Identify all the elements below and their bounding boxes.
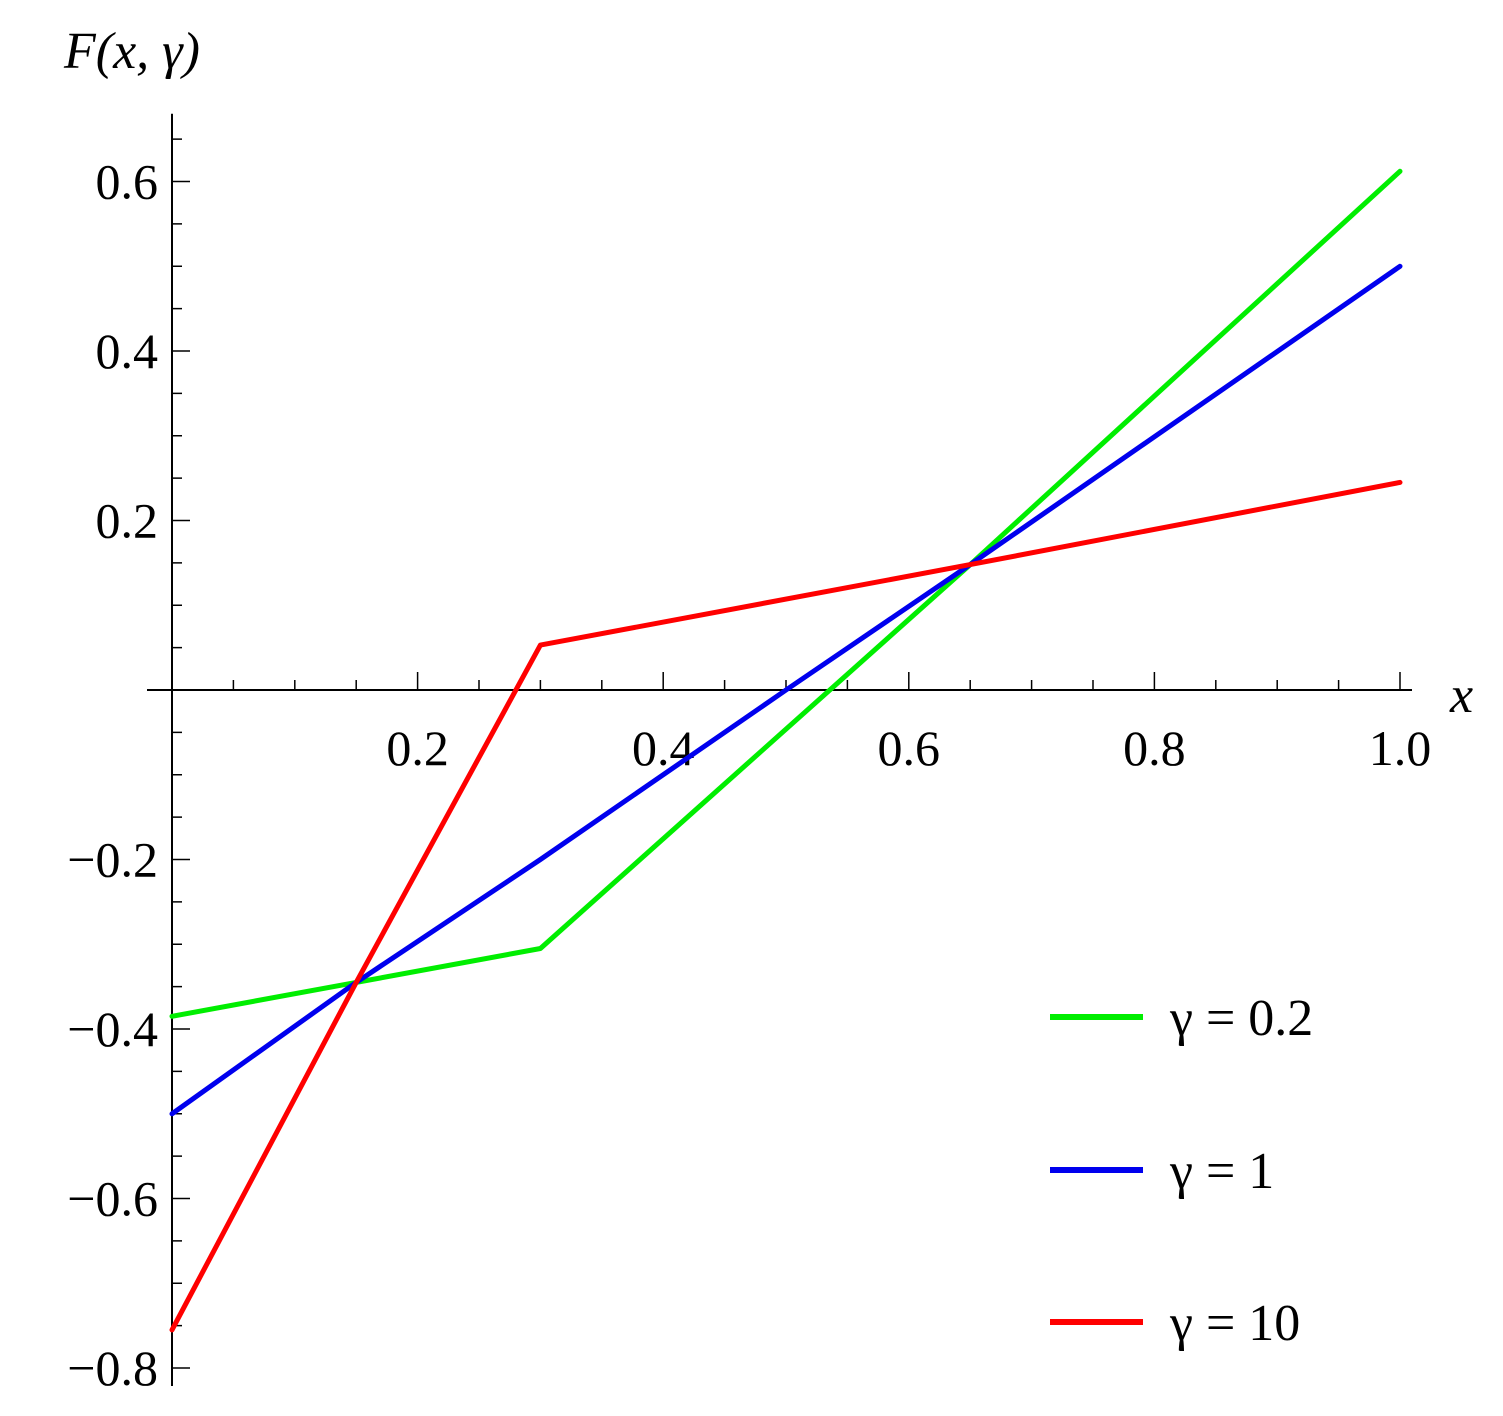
legend-item: γ = 1 — [1050, 1143, 1274, 1200]
legend-label: γ = 1 — [1169, 1143, 1274, 1200]
series-line-1 — [169, 168, 1403, 1019]
legend: γ = 0.2 γ = 1 γ = 10 — [1050, 990, 1313, 1352]
y-tick-label: 0.4 — [96, 323, 159, 379]
y-tick-label: 0.6 — [96, 154, 159, 210]
series-line-2 — [169, 263, 1403, 1117]
x-tick-label: 0.2 — [386, 720, 449, 776]
legend-item: γ = 10 — [1050, 1295, 1300, 1352]
x-tick-label: 0.8 — [1123, 720, 1186, 776]
x-tick-label: 0.4 — [632, 720, 695, 776]
x-tick-label: 1.0 — [1369, 720, 1432, 776]
axes: 0.2 0.4 0.6 0.8 1.0 0.6 0.4 0.2 −0.2 −0.4 −0.6 −0.… — [67, 113, 1431, 1397]
legend-label: γ = 10 — [1169, 1295, 1300, 1352]
series-lines — [169, 168, 1403, 1333]
y-tick-labels: 0.6 0.4 0.2 −0.2 −0.4 −0.6 −0.8 — [67, 154, 158, 1397]
x-axis-title: x — [1449, 667, 1473, 724]
y-tick-label: 0.2 — [96, 493, 159, 549]
legend-item: γ = 0.2 — [1050, 990, 1313, 1047]
y-tick-label: −0.2 — [67, 832, 158, 888]
legend-label: γ = 0.2 — [1169, 990, 1313, 1047]
y-axis-title: F(x, γ) — [63, 23, 200, 80]
y-tick-label: −0.4 — [67, 1001, 158, 1057]
x-tick-label: 0.6 — [878, 720, 941, 776]
x-tick-labels: 0.2 0.4 0.6 0.8 1.0 — [386, 720, 1431, 776]
y-tick-label: −0.6 — [67, 1171, 158, 1227]
y-tick-label: −0.8 — [67, 1340, 158, 1396]
series-line-3 — [169, 479, 1403, 1333]
